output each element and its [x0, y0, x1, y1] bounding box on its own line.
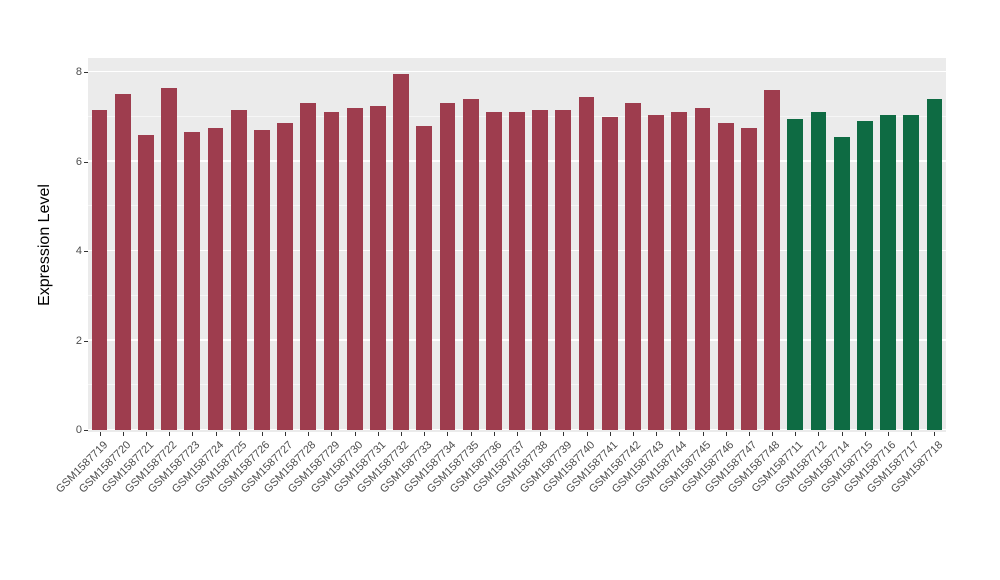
x-tick-mark: [447, 432, 449, 436]
bar: [601, 116, 618, 430]
bar: [880, 114, 896, 430]
y-tick-mark: [84, 430, 88, 431]
x-tick-mark: [818, 432, 820, 436]
y-tick-label: 8: [75, 66, 82, 78]
bar: [462, 98, 479, 430]
x-tick-mark: [192, 432, 194, 436]
bar: [555, 110, 572, 430]
y-tick-mark: [84, 340, 88, 342]
x-tick-mark: [540, 432, 542, 436]
x-tick-mark: [99, 432, 101, 436]
x-tick-mark: [725, 432, 727, 436]
x-tick-mark: [354, 432, 356, 436]
bar: [671, 112, 688, 430]
x-tick-mark: [888, 432, 890, 436]
y-tick-mark: [84, 72, 88, 73]
bar: [833, 136, 850, 430]
bar: [625, 103, 641, 430]
bar: [323, 112, 340, 430]
x-tick-mark: [169, 432, 171, 436]
y-tick-label: 6: [75, 155, 82, 168]
bar: [300, 103, 317, 430]
x-tick-mark: [864, 432, 866, 436]
bar: [532, 110, 549, 430]
bar: [856, 121, 873, 430]
bar: [91, 110, 108, 430]
bar: [787, 119, 804, 430]
bar: [648, 114, 665, 430]
y-tick-mark: [84, 161, 88, 163]
x-tick-mark: [934, 432, 936, 436]
x-tick-mark: [911, 432, 913, 436]
x-tick-mark: [632, 432, 634, 436]
x-tick-mark: [493, 432, 495, 436]
bar: [578, 96, 595, 430]
bar: [903, 114, 920, 430]
x-tick-mark: [261, 432, 263, 436]
bar: [138, 134, 154, 430]
x-tick-mark: [656, 432, 658, 436]
y-tick-label: 2: [75, 334, 82, 347]
bar: [694, 107, 711, 430]
bar: [810, 112, 827, 430]
y-tick-mark: [84, 251, 88, 252]
x-tick-mark: [748, 432, 750, 436]
bar: [509, 112, 525, 430]
bar: [161, 87, 178, 430]
bar: [369, 105, 386, 430]
y-tick-label: 0: [75, 424, 82, 436]
y-axis-label-text: Expression Level: [36, 184, 53, 306]
bar: [254, 130, 270, 430]
bar: [277, 123, 293, 430]
x-tick-mark: [331, 432, 333, 436]
x-tick-mark: [702, 432, 704, 436]
x-tick-mark: [215, 432, 217, 436]
x-tick-mark: [424, 432, 426, 436]
x-tick-mark: [285, 432, 287, 436]
bar: [439, 103, 456, 430]
bar: [346, 107, 363, 430]
y-tick-label: 4: [75, 245, 82, 257]
bar: [485, 112, 502, 430]
x-tick-mark: [772, 432, 774, 436]
bar: [717, 123, 734, 430]
bar: [184, 132, 201, 430]
bar: [207, 127, 224, 430]
x-tick-mark: [238, 432, 240, 436]
bar: [926, 98, 943, 430]
x-tick-mark: [377, 432, 379, 436]
x-tick-mark: [563, 432, 565, 436]
bar: [764, 89, 780, 430]
bar: [416, 125, 433, 430]
bar: [230, 110, 247, 430]
bar: [741, 127, 757, 430]
x-tick-mark: [609, 432, 611, 436]
major-gridline: [88, 70, 946, 72]
x-tick-mark: [841, 432, 843, 436]
x-tick-mark: [145, 432, 147, 436]
x-tick-mark: [517, 432, 518, 436]
bar: [393, 74, 409, 430]
y-axis-label: Expression Level: [28, 58, 62, 432]
x-tick-mark: [679, 432, 681, 436]
x-tick-mark: [308, 432, 310, 436]
x-tick-mark: [122, 432, 124, 436]
x-tick-mark: [795, 432, 797, 436]
x-tick-mark: [470, 432, 472, 436]
x-tick-mark: [401, 432, 403, 436]
plot-panel: [88, 58, 946, 432]
x-tick-mark: [586, 432, 588, 436]
bar: [114, 94, 131, 430]
